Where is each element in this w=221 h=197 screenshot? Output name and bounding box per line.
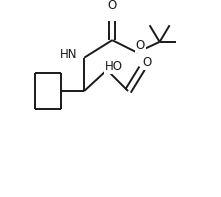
Text: HN: HN bbox=[60, 48, 77, 61]
Text: O: O bbox=[143, 57, 152, 70]
Text: HO: HO bbox=[105, 60, 123, 73]
Text: O: O bbox=[136, 39, 145, 52]
Text: O: O bbox=[108, 0, 117, 12]
